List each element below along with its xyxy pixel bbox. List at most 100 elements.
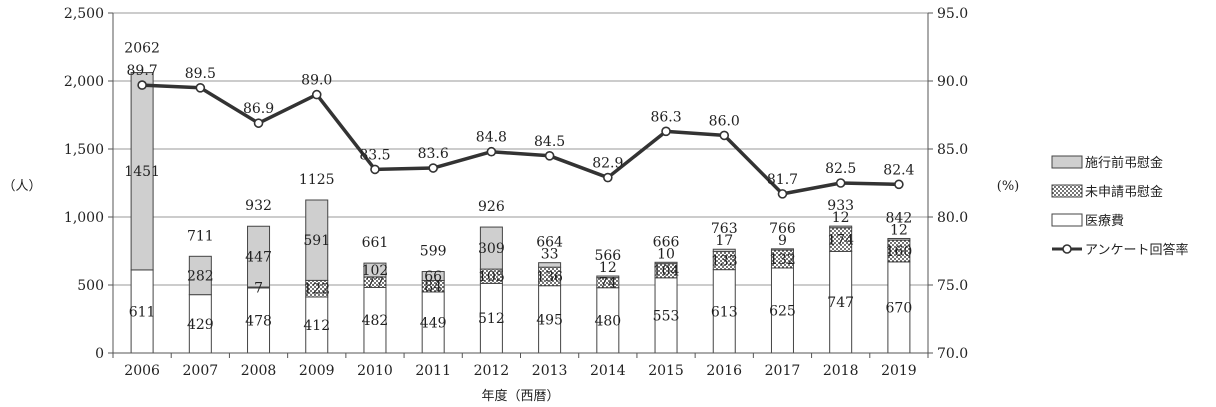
response-rate-label: 89.5 — [185, 66, 216, 82]
response-rate-marker — [894, 179, 904, 190]
bar-total-label: 2062 — [124, 41, 160, 57]
bar-segment — [887, 237, 911, 241]
x-tick-label: 2017 — [765, 363, 801, 379]
segment-value-label: 670 — [886, 300, 913, 316]
bar-total-label: 666 — [653, 234, 680, 250]
right-tick-label: 80.0 — [937, 210, 968, 226]
x-axis-title: 年度（西暦） — [481, 388, 559, 404]
segment-value-label: 160 — [886, 244, 913, 260]
bar-total-label: 932 — [245, 198, 272, 214]
x-tick-label: 2006 — [124, 363, 160, 379]
left-tick-label: 0 — [95, 346, 104, 362]
segment-value-label: 74 — [599, 276, 617, 292]
x-tick-label: 2011 — [415, 363, 451, 379]
segment-value-label: 12 — [890, 222, 908, 238]
response-rate-line — [137, 80, 904, 199]
legend-swatch-marker — [1062, 244, 1072, 254]
segment-value-label: 553 — [653, 308, 680, 324]
response-rate-polyline — [142, 83, 899, 196]
response-rate-marker — [428, 163, 438, 173]
left-tick-label: 1,000 — [64, 210, 104, 226]
bars — [130, 72, 911, 354]
bar-total-label: 566 — [594, 248, 621, 264]
response-rate-label: 86.0 — [709, 113, 740, 129]
segment-value-label: 9 — [778, 233, 787, 249]
response-rate-marker — [370, 164, 380, 175]
right-tick-label: 85.0 — [937, 142, 968, 158]
right-tick-label: 75.0 — [937, 278, 968, 294]
segment-value-label: 482 — [362, 313, 389, 329]
x-tick-label: 2007 — [183, 363, 219, 379]
response-rate-marker — [137, 80, 147, 90]
response-rate-label: 89.7 — [127, 63, 158, 79]
right-tick-label: 70.0 — [937, 346, 968, 362]
segment-value-label: 611 — [129, 304, 156, 320]
bar-total-label: 661 — [362, 235, 389, 251]
segment-value-label: 495 — [536, 312, 563, 328]
segment-value-label: 591 — [303, 233, 330, 249]
axes: 0 70.0 500 75.0 1,000 80.0 1,500 85.0 2,000 90.0 2… — [2, 6, 1019, 404]
segment-value-label: 478 — [245, 313, 272, 329]
response-rate-label: 86.9 — [243, 101, 274, 117]
bar-total-label: 926 — [478, 199, 505, 215]
segment-value-label: 282 — [187, 268, 214, 284]
bar-segment — [247, 225, 271, 288]
bar-segment — [829, 225, 853, 229]
legend-label: アンケート回答率 — [1085, 242, 1188, 258]
bar-segment — [538, 262, 562, 268]
segment-value-label: 12 — [832, 210, 850, 226]
x-tick-label: 2019 — [881, 363, 917, 379]
bar-total-label: 599 — [420, 244, 447, 260]
left-axis-title: （人） — [2, 179, 41, 194]
segment-value-label: 102 — [362, 263, 389, 279]
response-rate-marker — [719, 130, 730, 141]
x-tick-label: 2014 — [590, 363, 626, 379]
segment-value-label: 1451 — [124, 164, 160, 180]
bar-total-label: 842 — [886, 210, 913, 226]
x-tick-label: 2009 — [299, 363, 335, 379]
response-rate-label: 81.7 — [767, 172, 798, 188]
response-rate-marker — [253, 118, 264, 128]
segment-value-label: 66 — [424, 269, 442, 285]
bar-total-label: 1125 — [299, 172, 335, 188]
left-tick-label: 1,500 — [64, 142, 104, 158]
segment-value-label: 747 — [827, 295, 854, 311]
segment-value-label: 105 — [478, 269, 505, 285]
segment-value-label: 449 — [420, 315, 447, 331]
bar-segment — [596, 275, 620, 279]
segment-value-label: 132 — [769, 252, 796, 268]
response-rate-marker — [311, 89, 322, 100]
x-tick-label: 2016 — [706, 363, 742, 379]
bar-segment — [479, 226, 503, 270]
legend-swatch — [1051, 213, 1083, 227]
bar-total-label: 763 — [711, 221, 738, 237]
segment-value-label: 447 — [245, 250, 272, 266]
legend-label: 医療費 — [1085, 214, 1124, 229]
legend-swatch — [1051, 155, 1083, 169]
x-tick-label: 2018 — [823, 363, 859, 379]
response-rate-marker — [195, 83, 206, 93]
bar-segment — [130, 72, 154, 271]
legend-swatch — [1051, 184, 1083, 198]
segment-value-label: 136 — [536, 269, 563, 285]
segment-value-label: 122 — [303, 282, 330, 298]
x-tick-label: 2010 — [357, 363, 393, 379]
segment-value-label: 133 — [711, 254, 738, 270]
segment-value-label: 512 — [478, 311, 505, 327]
bar-segment — [363, 262, 387, 278]
response-rate-marker — [835, 178, 846, 188]
bar-segment — [770, 248, 794, 251]
response-rate-marker — [544, 151, 555, 161]
response-rate-label: 83.6 — [418, 146, 449, 162]
segment-value-label: 7 — [254, 281, 263, 297]
segment-value-label: 429 — [187, 317, 214, 333]
response-rate-label: 89.0 — [301, 73, 332, 89]
bar-segment — [305, 199, 329, 281]
segment-value-label: 77 — [366, 275, 384, 291]
legend-label: 未申請弔慰金 — [1085, 184, 1163, 200]
segment-value-label: 174 — [827, 233, 854, 249]
bar-total-label: 664 — [536, 235, 563, 251]
